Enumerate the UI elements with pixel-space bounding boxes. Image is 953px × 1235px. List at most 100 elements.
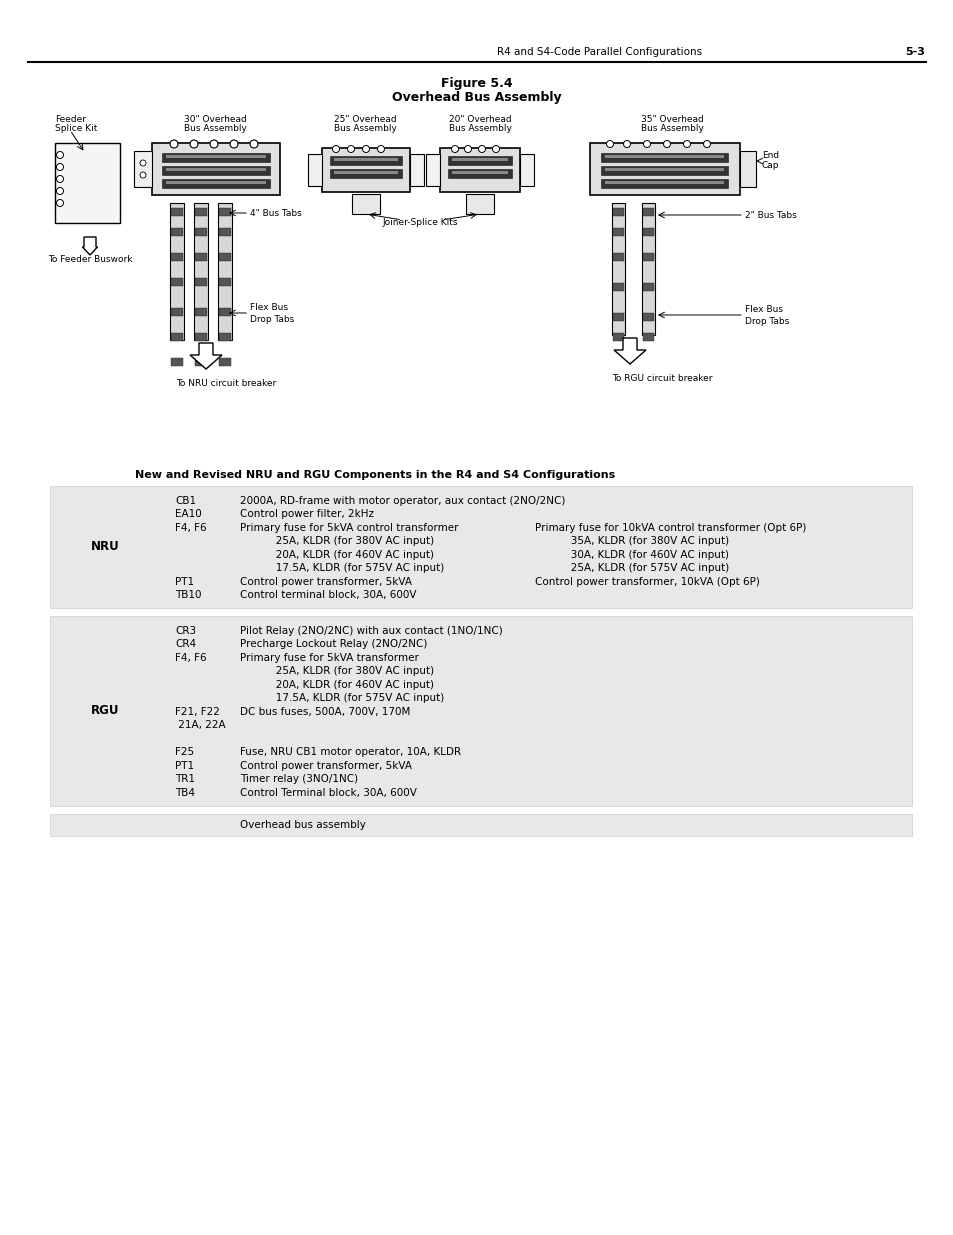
Circle shape [250,140,257,148]
Circle shape [662,141,670,147]
Polygon shape [190,343,222,369]
Bar [219,207,231,216]
Bar [50,487,911,608]
Circle shape [464,146,471,152]
Bar [642,312,654,321]
Text: End: End [761,151,779,159]
Circle shape [140,172,146,178]
Bar [642,207,654,216]
Bar [194,228,207,236]
Circle shape [478,146,485,152]
Bar [219,333,231,341]
Text: 35A, KLDR (for 380V AC input): 35A, KLDR (for 380V AC input) [535,536,728,546]
Text: Primary fuse for 5kVA transformer: Primary fuse for 5kVA transformer [240,653,418,663]
Bar [641,203,655,335]
Bar [171,207,183,216]
Text: F25: F25 [174,747,193,757]
Bar [162,165,270,175]
Text: R4 and S4-Code Parallel Configurations: R4 and S4-Code Parallel Configurations [497,47,701,57]
Bar [613,253,623,261]
Text: Overhead Bus Assembly: Overhead Bus Assembly [392,90,561,104]
Bar [219,228,231,236]
Circle shape [347,146,355,152]
Bar [194,308,207,316]
Text: Flex Bus: Flex Bus [250,304,288,312]
Text: Bus Assembly: Bus Assembly [183,124,246,133]
Text: To Feeder Buswork: To Feeder Buswork [48,254,132,264]
Text: To RGU circuit breaker: To RGU circuit breaker [612,374,712,383]
Text: 25A, KLDR (for 575V AC input): 25A, KLDR (for 575V AC input) [535,563,728,573]
Polygon shape [82,237,97,254]
Bar [642,253,654,261]
Circle shape [190,140,198,148]
Circle shape [682,141,690,147]
Bar [166,168,266,170]
Text: CR3: CR3 [174,626,196,636]
Bar [166,182,266,184]
Text: DC bus fuses, 500A, 700V, 170M: DC bus fuses, 500A, 700V, 170M [240,706,410,716]
Circle shape [210,140,218,148]
Bar [448,156,512,165]
Bar [162,179,270,188]
Text: 17.5A, KLDR (for 575V AC input): 17.5A, KLDR (for 575V AC input) [240,693,444,703]
Text: Flex Bus: Flex Bus [744,305,782,315]
Bar [170,203,184,340]
Circle shape [492,146,499,152]
Bar [448,169,512,178]
Text: F21, F22: F21, F22 [174,706,219,716]
Text: 35" Overhead: 35" Overhead [640,115,702,124]
Text: CR4: CR4 [174,640,196,650]
Circle shape [170,140,178,148]
Text: Joiner-Splice Kits: Joiner-Splice Kits [382,219,457,227]
Circle shape [56,152,64,158]
Bar [171,228,183,236]
Bar [613,333,623,341]
Text: 20" Overhead: 20" Overhead [448,115,511,124]
Bar [219,253,231,261]
Text: Pilot Relay (2NO/2NC) with aux contact (1NO/1NC): Pilot Relay (2NO/2NC) with aux contact (… [240,626,502,636]
Text: EA10: EA10 [174,509,201,519]
Text: Control Terminal block, 30A, 600V: Control Terminal block, 30A, 600V [240,788,416,798]
Circle shape [140,161,146,165]
Circle shape [606,141,613,147]
Text: 25" Overhead: 25" Overhead [334,115,395,124]
Text: Feeder: Feeder [55,115,86,124]
Circle shape [702,141,710,147]
Text: 5-3: 5-3 [904,47,924,57]
Text: To NRU circuit breaker: To NRU circuit breaker [175,379,276,388]
Text: Drop Tabs: Drop Tabs [250,315,294,324]
Text: F4, F6: F4, F6 [174,653,207,663]
Bar [194,333,207,341]
Bar [171,333,183,341]
Text: NRU: NRU [91,541,119,553]
Bar [50,814,911,836]
Text: Primary fuse for 10kVA control transformer (Opt 6P): Primary fuse for 10kVA control transform… [535,522,805,532]
Bar [330,169,401,178]
Bar [152,143,280,195]
Bar [519,154,534,186]
Text: RGU: RGU [91,704,119,718]
Bar [604,182,723,184]
Bar [166,156,266,158]
Text: TB10: TB10 [174,590,201,600]
Text: Control power transformer, 5kVA: Control power transformer, 5kVA [240,577,412,587]
Bar [218,203,232,340]
Text: PT1: PT1 [174,761,193,771]
Bar [219,308,231,316]
Bar [171,253,183,261]
Circle shape [56,175,64,183]
Text: 25A, KLDR (for 380V AC input): 25A, KLDR (for 380V AC input) [240,666,434,677]
Bar [352,194,379,214]
Bar [642,283,654,291]
Circle shape [623,141,630,147]
Text: Control power transformer, 10kVA (Opt 6P): Control power transformer, 10kVA (Opt 6P… [535,577,760,587]
Text: Drop Tabs: Drop Tabs [744,316,788,326]
Text: TR1: TR1 [174,774,194,784]
Text: 2" Bus Tabs: 2" Bus Tabs [744,210,796,220]
Text: 2000A, RD-frame with motor operator, aux contact (2NO/2NC): 2000A, RD-frame with motor operator, aux… [240,495,565,506]
Bar [193,203,208,340]
Bar [219,358,231,366]
Bar [171,358,183,366]
Text: TB4: TB4 [174,788,194,798]
Bar [613,312,623,321]
